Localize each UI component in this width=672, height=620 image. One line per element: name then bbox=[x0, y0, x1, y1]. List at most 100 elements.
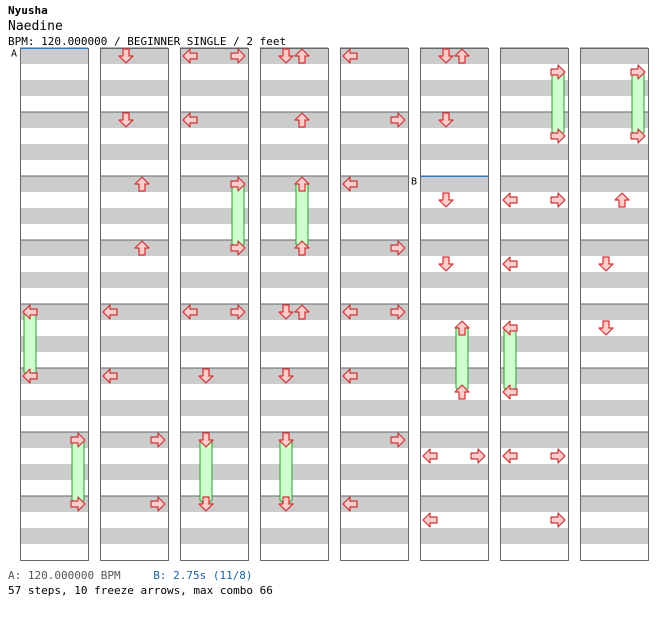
right-arrow-icon bbox=[70, 432, 86, 448]
beat-stripe bbox=[100, 48, 168, 64]
beat-stripe bbox=[260, 336, 328, 352]
up-arrow-icon bbox=[294, 112, 310, 128]
beat-stripe bbox=[500, 304, 568, 320]
beat-stripe bbox=[420, 272, 488, 288]
beat-stripe bbox=[260, 240, 328, 256]
beat-stripe bbox=[100, 304, 168, 320]
beat-stripe bbox=[180, 368, 248, 384]
beat-stripe bbox=[340, 144, 408, 160]
beat-stripe bbox=[420, 336, 488, 352]
up-arrow-icon bbox=[294, 304, 310, 320]
right-arrow-icon bbox=[230, 304, 246, 320]
beat-stripe bbox=[20, 432, 88, 448]
freeze-arrow-body bbox=[295, 183, 309, 251]
beat-stripe bbox=[100, 496, 168, 512]
left-arrow-icon bbox=[22, 304, 38, 320]
bpm-difficulty-line: BPM: 120.000000 / BEGINNER SINGLE / 2 fe… bbox=[8, 35, 287, 48]
down-arrow-icon bbox=[278, 496, 294, 512]
beat-stripe bbox=[580, 112, 648, 128]
song-title: Naedine bbox=[8, 19, 63, 34]
beat-stripe bbox=[500, 80, 568, 96]
freeze-arrow-body bbox=[199, 439, 213, 507]
beat-stripe bbox=[580, 176, 648, 192]
beat-stripe bbox=[420, 464, 488, 480]
freeze-arrow-body bbox=[23, 311, 37, 379]
right-arrow-icon bbox=[550, 448, 566, 464]
down-arrow-icon bbox=[278, 368, 294, 384]
down-arrow-icon bbox=[278, 304, 294, 320]
beat-stripe bbox=[420, 48, 488, 64]
beat-stripe bbox=[20, 368, 88, 384]
beat-stripe bbox=[340, 368, 408, 384]
beat-stripe bbox=[20, 496, 88, 512]
beat-stripe bbox=[180, 400, 248, 416]
beat-stripe bbox=[20, 144, 88, 160]
left-arrow-icon bbox=[342, 176, 358, 192]
freeze-arrow-body bbox=[455, 327, 469, 395]
beat-stripe bbox=[340, 112, 408, 128]
beat-stripe bbox=[180, 432, 248, 448]
beat-stripe bbox=[180, 464, 248, 480]
beat-stripe bbox=[260, 144, 328, 160]
beat-stripe bbox=[500, 400, 568, 416]
beat-stripe bbox=[180, 496, 248, 512]
beat-stripe bbox=[580, 368, 648, 384]
up-arrow-icon bbox=[454, 320, 470, 336]
beat-stripe bbox=[420, 496, 488, 512]
beat-stripe bbox=[260, 176, 328, 192]
beat-stripe bbox=[420, 176, 488, 192]
left-arrow-icon bbox=[422, 512, 438, 528]
beat-stripe bbox=[420, 368, 488, 384]
down-arrow-icon bbox=[598, 256, 614, 272]
beat-stripe bbox=[340, 400, 408, 416]
beat-stripe bbox=[340, 272, 408, 288]
beat-stripe bbox=[340, 496, 408, 512]
beat-stripe bbox=[100, 80, 168, 96]
chart-column-border bbox=[340, 48, 409, 561]
down-arrow-icon bbox=[198, 432, 214, 448]
right-arrow-icon bbox=[150, 496, 166, 512]
beat-stripe bbox=[580, 144, 648, 160]
beat-stripe bbox=[20, 176, 88, 192]
right-arrow-icon bbox=[470, 448, 486, 464]
right-arrow-icon bbox=[390, 240, 406, 256]
beat-stripe bbox=[180, 336, 248, 352]
freeze-arrow-body bbox=[231, 183, 245, 251]
beat-stripe bbox=[20, 528, 88, 544]
left-arrow-icon bbox=[422, 448, 438, 464]
beat-stripe bbox=[500, 528, 568, 544]
beat-stripe bbox=[340, 432, 408, 448]
beat-stripe bbox=[580, 240, 648, 256]
beat-stripe bbox=[260, 464, 328, 480]
beat-stripe bbox=[420, 400, 488, 416]
beat-stripe bbox=[580, 272, 648, 288]
right-arrow-icon bbox=[230, 240, 246, 256]
up-arrow-icon bbox=[134, 176, 150, 192]
chart-column-border bbox=[580, 48, 649, 561]
left-arrow-icon bbox=[182, 112, 198, 128]
speed-marker-label: A bbox=[11, 49, 17, 60]
beat-stripe bbox=[100, 144, 168, 160]
right-arrow-icon bbox=[390, 432, 406, 448]
beat-stripe bbox=[100, 400, 168, 416]
right-arrow-icon bbox=[630, 128, 646, 144]
beat-stripe bbox=[500, 112, 568, 128]
right-arrow-icon bbox=[230, 176, 246, 192]
beat-stripe bbox=[340, 528, 408, 544]
beat-stripe bbox=[260, 304, 328, 320]
up-arrow-icon bbox=[134, 240, 150, 256]
beat-stripe bbox=[180, 112, 248, 128]
down-arrow-icon bbox=[278, 48, 294, 64]
right-arrow-icon bbox=[390, 112, 406, 128]
beat-stripe bbox=[100, 336, 168, 352]
left-arrow-icon bbox=[502, 448, 518, 464]
beat-stripe bbox=[580, 304, 648, 320]
beat-stripe bbox=[420, 80, 488, 96]
chart-column-border bbox=[260, 48, 329, 561]
left-arrow-icon bbox=[502, 256, 518, 272]
right-arrow-icon bbox=[630, 64, 646, 80]
right-arrow-icon bbox=[230, 48, 246, 64]
beat-stripe bbox=[20, 240, 88, 256]
beat-stripe bbox=[340, 176, 408, 192]
beat-stripe bbox=[500, 272, 568, 288]
